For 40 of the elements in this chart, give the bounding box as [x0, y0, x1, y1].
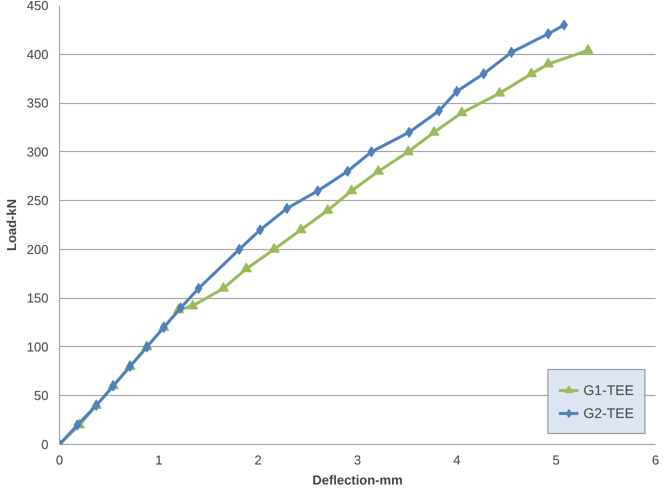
y-tick-label: 0: [41, 437, 49, 452]
point: [295, 224, 306, 234]
x-tick-label: 1: [155, 452, 162, 468]
y-tick-label: 150: [26, 290, 49, 306]
legend-label: G2-TEE: [583, 405, 634, 421]
x-tick-label: 6: [652, 452, 660, 468]
x-tick-label: 2: [254, 452, 262, 468]
legend-label: G1-TEE: [583, 382, 634, 398]
point: [402, 146, 414, 156]
point: [582, 44, 594, 54]
x-tick-label: 0: [56, 452, 64, 468]
x-tick-label: 5: [552, 452, 560, 468]
y-tick-label: 50: [34, 388, 49, 404]
y-tick-label: 400: [26, 46, 49, 62]
y-tick-label: 450: [26, 0, 49, 13]
point: [235, 244, 244, 255]
y-axis-title: Load-kN: [4, 199, 19, 251]
y-tick-label: 250: [26, 193, 49, 208]
point: [456, 106, 468, 116]
point: [544, 28, 552, 40]
point: [372, 165, 384, 175]
point: [176, 302, 185, 314]
x-axis-title: Deflection-mm: [312, 472, 403, 488]
point: [526, 68, 537, 78]
point: [346, 184, 358, 194]
point: [218, 282, 229, 292]
y-tick-label: 350: [26, 96, 49, 111]
point: [428, 126, 440, 136]
x-tick-label: 4: [453, 452, 460, 468]
x-tick-label: 3: [354, 452, 362, 468]
point: [322, 204, 334, 214]
y-tick-label: 300: [26, 144, 49, 160]
point: [494, 87, 506, 97]
y-tick-label: 200: [26, 242, 49, 257]
point: [268, 243, 280, 253]
point: [187, 300, 198, 310]
point: [240, 262, 252, 272]
y-tick-label: 100: [26, 339, 49, 354]
point: [542, 58, 554, 68]
point: [314, 185, 322, 196]
